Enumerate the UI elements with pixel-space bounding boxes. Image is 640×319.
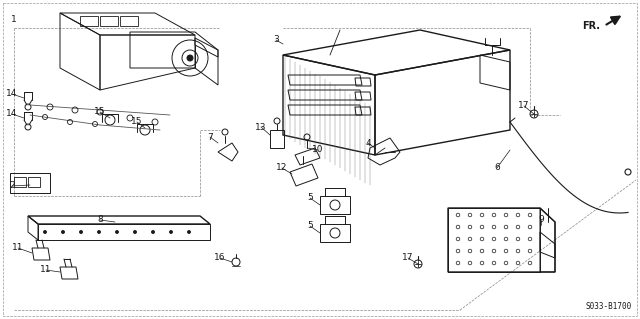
Bar [100, 16, 118, 26]
Text: 2: 2 [9, 182, 15, 190]
Bar [270, 130, 284, 148]
Text: S033-B1700: S033-B1700 [586, 302, 632, 311]
Text: 14: 14 [6, 90, 18, 99]
Text: 5: 5 [307, 194, 313, 203]
Circle shape [134, 231, 136, 234]
Text: 12: 12 [276, 164, 288, 173]
Text: 13: 13 [255, 122, 267, 131]
Circle shape [170, 231, 173, 234]
Text: 15: 15 [131, 117, 143, 127]
Circle shape [97, 231, 100, 234]
Text: FR.: FR. [582, 21, 600, 31]
Circle shape [61, 231, 65, 234]
Text: 15: 15 [94, 108, 106, 116]
Text: 5: 5 [307, 221, 313, 231]
Text: 17: 17 [403, 254, 413, 263]
Text: 16: 16 [214, 254, 226, 263]
Circle shape [44, 231, 47, 234]
Text: 10: 10 [312, 145, 324, 154]
Circle shape [115, 231, 118, 234]
Bar [14, 177, 26, 187]
Bar [28, 177, 40, 187]
Bar [120, 16, 138, 26]
Text: 11: 11 [40, 265, 52, 275]
Text: 14: 14 [6, 109, 18, 118]
Circle shape [188, 231, 191, 234]
Circle shape [79, 231, 83, 234]
Circle shape [187, 55, 193, 61]
Text: 6: 6 [494, 164, 500, 173]
Text: 4: 4 [365, 138, 371, 147]
Text: 7: 7 [207, 132, 213, 142]
Text: 11: 11 [12, 243, 24, 253]
Bar [80, 16, 98, 26]
Text: 9: 9 [538, 216, 544, 225]
Circle shape [152, 231, 154, 234]
Text: 1: 1 [11, 16, 17, 25]
Text: 17: 17 [518, 101, 530, 110]
Text: 3: 3 [273, 35, 279, 44]
Text: 8: 8 [97, 216, 103, 225]
